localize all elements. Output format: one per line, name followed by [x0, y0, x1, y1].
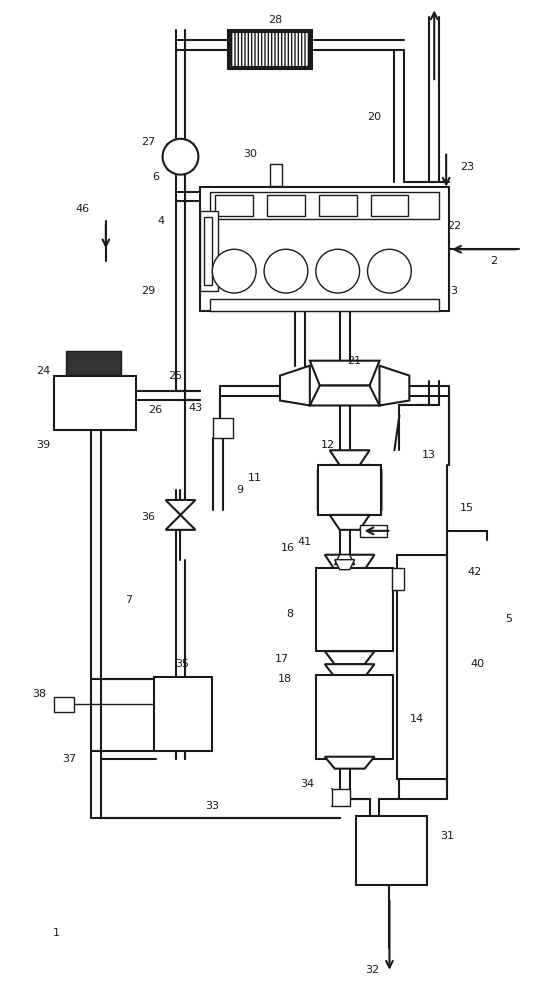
Text: 31: 31: [440, 831, 454, 841]
Bar: [204, 217, 213, 285]
Text: 35: 35: [175, 659, 190, 669]
Text: 29: 29: [142, 286, 156, 296]
Text: 28: 28: [268, 15, 282, 25]
Text: 33: 33: [205, 801, 219, 811]
Bar: [200, 211, 218, 291]
Bar: [54, 376, 136, 430]
Bar: [318, 570, 392, 649]
Text: 4: 4: [157, 216, 164, 226]
Bar: [318, 677, 392, 757]
Bar: [153, 677, 213, 751]
Circle shape: [264, 249, 308, 293]
Polygon shape: [369, 465, 382, 515]
Text: 8: 8: [286, 609, 294, 619]
Polygon shape: [310, 361, 379, 386]
Polygon shape: [325, 555, 374, 570]
Text: 32: 32: [365, 965, 379, 975]
Bar: [156, 679, 210, 749]
Bar: [228, 30, 312, 69]
Text: 43: 43: [189, 403, 203, 413]
Text: 14: 14: [410, 714, 425, 724]
Polygon shape: [280, 366, 310, 405]
Bar: [213, 418, 233, 438]
Bar: [320, 386, 369, 405]
Circle shape: [162, 139, 199, 175]
Text: 25: 25: [169, 371, 182, 381]
Text: 24: 24: [36, 366, 50, 376]
Bar: [397, 555, 447, 779]
Text: 42: 42: [468, 567, 482, 577]
Text: 39: 39: [36, 440, 50, 450]
Text: 46: 46: [76, 204, 90, 214]
Text: 17: 17: [275, 654, 289, 664]
Text: 26: 26: [148, 405, 163, 415]
Polygon shape: [335, 555, 355, 565]
Bar: [392, 568, 405, 590]
Polygon shape: [330, 450, 369, 465]
Polygon shape: [310, 386, 379, 405]
Polygon shape: [318, 465, 330, 515]
Bar: [359, 525, 387, 537]
Bar: [66, 351, 121, 375]
Text: 11: 11: [248, 473, 262, 483]
Bar: [316, 675, 393, 759]
Text: 34: 34: [300, 779, 314, 789]
Text: 16: 16: [281, 543, 295, 553]
Bar: [215, 195, 253, 216]
Text: 22: 22: [447, 221, 461, 231]
Circle shape: [316, 249, 359, 293]
Text: 30: 30: [243, 149, 257, 159]
Polygon shape: [325, 664, 374, 677]
Bar: [267, 195, 305, 216]
Bar: [319, 195, 357, 216]
Text: 21: 21: [348, 356, 362, 366]
Text: 7: 7: [125, 595, 132, 605]
Text: 5: 5: [506, 614, 512, 624]
Text: 36: 36: [142, 512, 156, 522]
Bar: [355, 816, 427, 885]
Bar: [210, 192, 439, 219]
Polygon shape: [330, 515, 369, 530]
Bar: [200, 187, 449, 311]
Text: 38: 38: [32, 689, 46, 699]
Bar: [358, 818, 425, 883]
Bar: [210, 299, 439, 311]
Text: 27: 27: [142, 137, 156, 147]
Polygon shape: [325, 651, 374, 664]
Polygon shape: [335, 560, 355, 570]
Bar: [316, 568, 393, 651]
Polygon shape: [325, 757, 374, 769]
Bar: [330, 465, 369, 515]
Text: 23: 23: [460, 162, 474, 172]
Bar: [270, 164, 282, 186]
Bar: [230, 32, 310, 67]
Circle shape: [213, 249, 256, 293]
Text: 18: 18: [278, 674, 292, 684]
Text: 40: 40: [470, 659, 484, 669]
Text: 15: 15: [460, 503, 474, 513]
Bar: [54, 697, 74, 712]
Circle shape: [368, 249, 411, 293]
Polygon shape: [379, 366, 410, 405]
Text: 6: 6: [152, 172, 159, 182]
Bar: [318, 465, 382, 515]
Text: 37: 37: [62, 754, 76, 764]
Bar: [332, 789, 350, 806]
Text: 41: 41: [298, 537, 312, 547]
Text: 3: 3: [451, 286, 458, 296]
Bar: [371, 195, 408, 216]
Text: 12: 12: [321, 440, 335, 450]
Text: 20: 20: [368, 112, 382, 122]
Polygon shape: [166, 515, 195, 530]
Text: 1: 1: [52, 928, 60, 938]
Text: 13: 13: [422, 450, 436, 460]
Text: 9: 9: [237, 485, 244, 495]
Polygon shape: [166, 500, 195, 515]
Text: 2: 2: [490, 256, 498, 266]
